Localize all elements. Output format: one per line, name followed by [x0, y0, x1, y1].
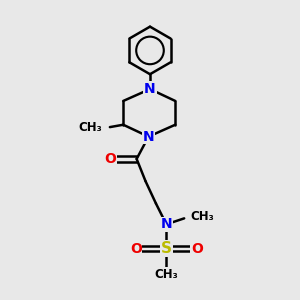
Text: O: O — [130, 242, 142, 256]
Text: N: N — [144, 82, 156, 96]
Text: N: N — [160, 217, 172, 231]
Text: CH₃: CH₃ — [79, 121, 102, 134]
Text: O: O — [104, 152, 116, 166]
Text: O: O — [191, 242, 203, 256]
Text: S: S — [161, 241, 172, 256]
Text: N: N — [143, 130, 154, 144]
Text: CH₃: CH₃ — [190, 210, 214, 223]
Text: CH₃: CH₃ — [154, 268, 178, 281]
